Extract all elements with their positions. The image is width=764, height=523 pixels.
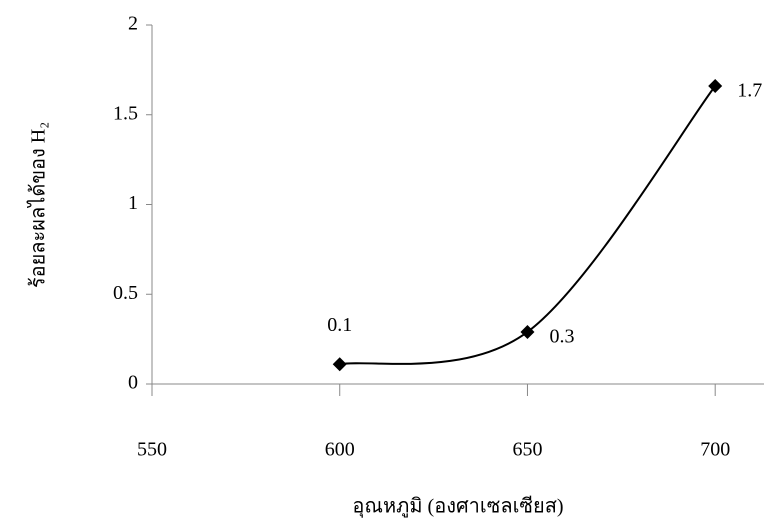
x-tick-label: 650: [512, 439, 542, 461]
x-tick-label: 550: [137, 439, 167, 461]
y-tick-label: 0: [128, 372, 138, 394]
y-tick-label: 1.5: [113, 102, 138, 124]
x-tick-label: 600: [325, 439, 355, 461]
data-label: 1.7: [737, 80, 762, 102]
y-axis-title: ร้อยละผลได้ของ H₂: [27, 122, 50, 288]
marker: [708, 79, 722, 93]
y-tick-label: 1: [128, 192, 138, 214]
data-label: 0.1: [327, 314, 352, 336]
marker: [333, 357, 347, 371]
y-tick-label: 0.5: [113, 282, 138, 304]
x-tick-label: 700: [700, 439, 730, 461]
line: [340, 86, 715, 364]
x-axis-title: อุณหภูมิ (องศาเซลเซียส): [352, 496, 563, 519]
data-label: 0.3: [549, 326, 574, 348]
y-tick-label: 2: [128, 13, 138, 35]
chart: อุณหภูมิ (องศาเซลเซียส) ร้อยละผลได้ของ H…: [0, 0, 764, 523]
